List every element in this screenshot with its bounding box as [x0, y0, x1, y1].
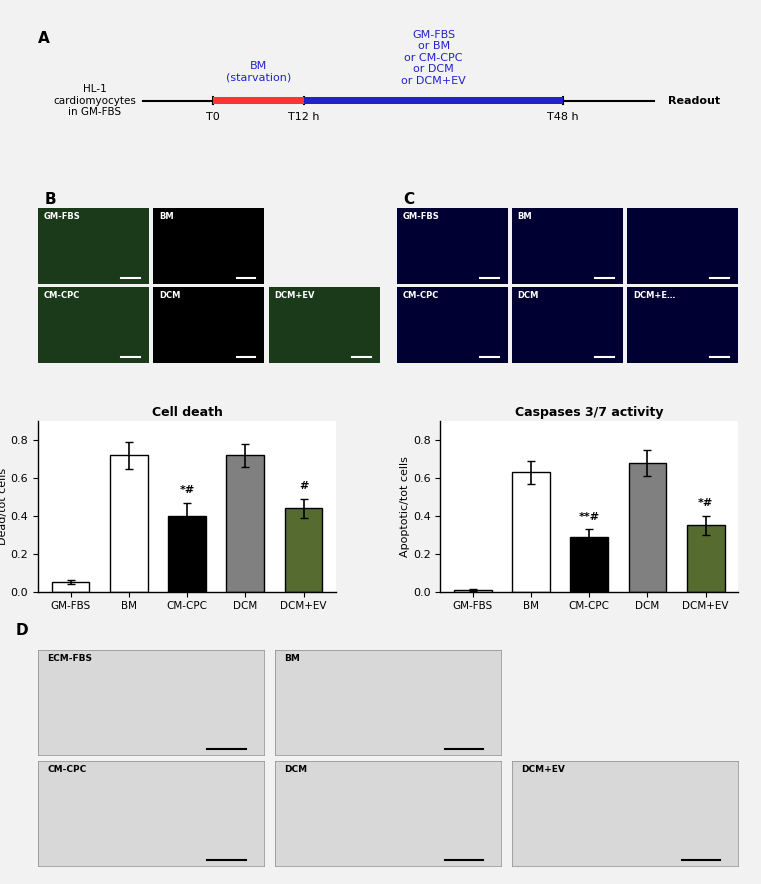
Text: BM
(starvation): BM (starvation) — [226, 61, 291, 82]
Text: BM: BM — [159, 212, 174, 221]
Text: BM: BM — [284, 654, 300, 663]
Text: #: # — [299, 481, 308, 492]
Text: D: D — [15, 623, 28, 638]
Bar — [110, 455, 148, 591]
Bar — [686, 525, 724, 591]
Bar — [213, 97, 304, 104]
Text: GM-FBS
or BM
or CM-CPC
or DCM
or DCM+EV: GM-FBS or BM or CM-CPC or DCM or DCM+EV — [401, 29, 466, 86]
Bar — [285, 508, 323, 591]
Text: T0: T0 — [206, 111, 220, 122]
Text: DCM: DCM — [159, 291, 180, 301]
Bar — [168, 516, 206, 591]
Text: **#: **# — [578, 512, 600, 522]
Text: *#: *# — [180, 485, 195, 495]
Text: DCM: DCM — [517, 291, 539, 301]
Text: Readout: Readout — [668, 95, 720, 106]
Text: DCM+E…: DCM+E… — [633, 291, 675, 301]
Bar — [570, 537, 608, 591]
Text: CM-CPC: CM-CPC — [47, 765, 86, 774]
Bar — [629, 463, 667, 591]
Text: T48 h: T48 h — [547, 111, 579, 122]
Bar — [454, 590, 492, 591]
Text: DCM+EV: DCM+EV — [274, 291, 315, 301]
Text: ECM-FBS: ECM-FBS — [47, 654, 92, 663]
Text: C: C — [403, 192, 415, 207]
Y-axis label: Apoptotic/tot cells: Apoptotic/tot cells — [400, 456, 410, 557]
Text: T12 h: T12 h — [288, 111, 320, 122]
Text: A: A — [38, 31, 49, 46]
Bar — [52, 582, 90, 591]
Text: CM-CPC: CM-CPC — [43, 291, 80, 301]
Title: Caspases 3/7 activity: Caspases 3/7 activity — [515, 406, 664, 419]
Text: HL-1
cardiomyocytes
in GM-FBS: HL-1 cardiomyocytes in GM-FBS — [53, 84, 136, 118]
Text: GM-FBS: GM-FBS — [43, 212, 81, 221]
Text: DCM: DCM — [284, 765, 307, 774]
Bar — [226, 455, 264, 591]
Title: Cell death: Cell death — [151, 406, 222, 419]
Y-axis label: Dead/tot cells: Dead/tot cells — [0, 468, 8, 545]
Text: B: B — [45, 192, 56, 207]
Text: *#: *# — [698, 499, 713, 508]
Text: CM-CPC: CM-CPC — [403, 291, 438, 301]
Bar — [304, 97, 563, 104]
Bar — [512, 472, 550, 591]
Text: BM: BM — [517, 212, 532, 221]
Text: GM-FBS: GM-FBS — [403, 212, 439, 221]
Text: DCM+EV: DCM+EV — [521, 765, 565, 774]
